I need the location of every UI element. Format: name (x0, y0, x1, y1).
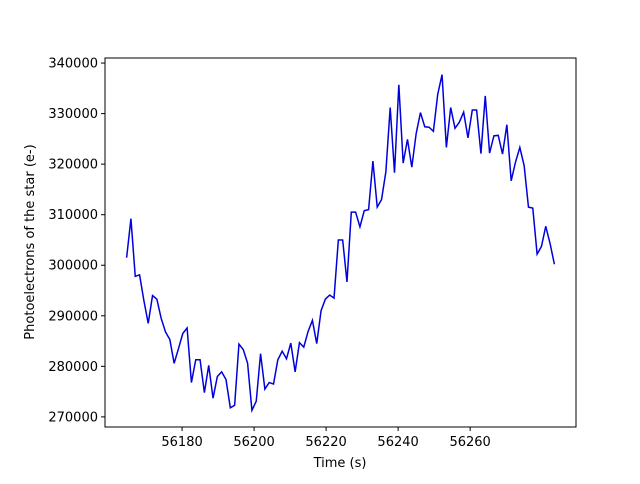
x-tick-label: 56200 (233, 435, 274, 450)
x-tick-label: 56220 (305, 435, 346, 450)
x-tick-label: 56260 (449, 435, 490, 450)
x-tick-label: 56240 (377, 435, 418, 450)
y-tick-label: 300000 (48, 259, 98, 274)
y-tick-label: 340000 (48, 57, 98, 72)
y-tick-label: 290000 (48, 309, 98, 324)
y-tick-label: 330000 (48, 107, 98, 122)
y-tick-label: 270000 (48, 410, 98, 425)
y-tick-label: 280000 (48, 360, 98, 375)
axes-frame (104, 57, 577, 428)
x-tick-label: 56180 (161, 435, 202, 450)
y-tick-label: 310000 (48, 208, 98, 223)
data-line (125, 74, 556, 414)
y-axis-label: Photoelectrons of the star (e-) (23, 144, 38, 339)
y-tick-label: 320000 (48, 158, 98, 173)
x-axis-label: Time (s) (313, 456, 367, 471)
